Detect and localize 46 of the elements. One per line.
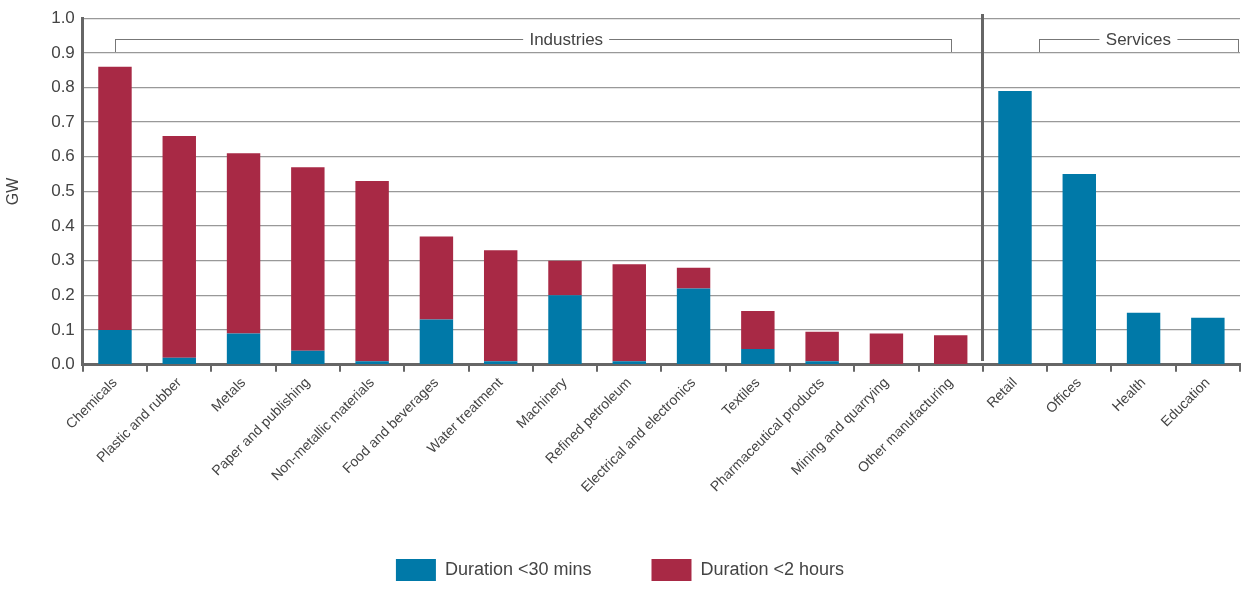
bar xyxy=(162,135,196,358)
legend-label: Duration <30 mins xyxy=(444,558,592,579)
bar xyxy=(869,333,904,364)
y-axis-title: GW xyxy=(4,176,22,206)
y-tick-label: 0.3 xyxy=(51,250,75,270)
bar xyxy=(226,153,261,334)
bar xyxy=(226,333,261,364)
bar xyxy=(419,236,454,320)
y-tick-label: 0.4 xyxy=(51,215,75,235)
bar xyxy=(676,288,711,364)
bar xyxy=(805,361,839,364)
annotation: Services xyxy=(1099,29,1177,50)
y-tick-label: 0.5 xyxy=(51,181,75,201)
bar xyxy=(933,335,968,364)
y-tick-label: 0.7 xyxy=(51,111,75,131)
y-tick-label: 0.9 xyxy=(51,42,75,62)
legend-label: Duration <2 hours xyxy=(700,558,845,579)
bar xyxy=(483,250,518,362)
bar xyxy=(741,310,775,350)
bar xyxy=(998,90,1032,364)
bar xyxy=(291,350,325,364)
bar xyxy=(1126,312,1161,364)
bar xyxy=(355,181,389,362)
y-tick-label: 0.2 xyxy=(51,285,75,305)
bar xyxy=(355,361,389,364)
bar xyxy=(419,319,454,364)
bar xyxy=(612,264,646,362)
bar xyxy=(98,329,132,364)
bar xyxy=(741,349,775,364)
bar xyxy=(483,361,518,364)
bar xyxy=(98,66,132,330)
bar xyxy=(612,361,646,364)
y-tick-label: 0.8 xyxy=(51,77,75,97)
y-tick-label: 0.6 xyxy=(51,146,75,166)
bar xyxy=(291,167,325,351)
bar xyxy=(1191,317,1225,364)
bar xyxy=(548,260,582,296)
bar xyxy=(676,267,711,289)
bar xyxy=(548,295,582,364)
bar xyxy=(1062,174,1096,364)
annotation: Industries xyxy=(523,29,610,50)
text: 0.0 xyxy=(51,354,75,374)
text: 1.0 xyxy=(51,7,75,27)
y-tick-label: 0.1 xyxy=(51,319,75,339)
bar xyxy=(805,331,839,362)
bar xyxy=(162,357,196,364)
